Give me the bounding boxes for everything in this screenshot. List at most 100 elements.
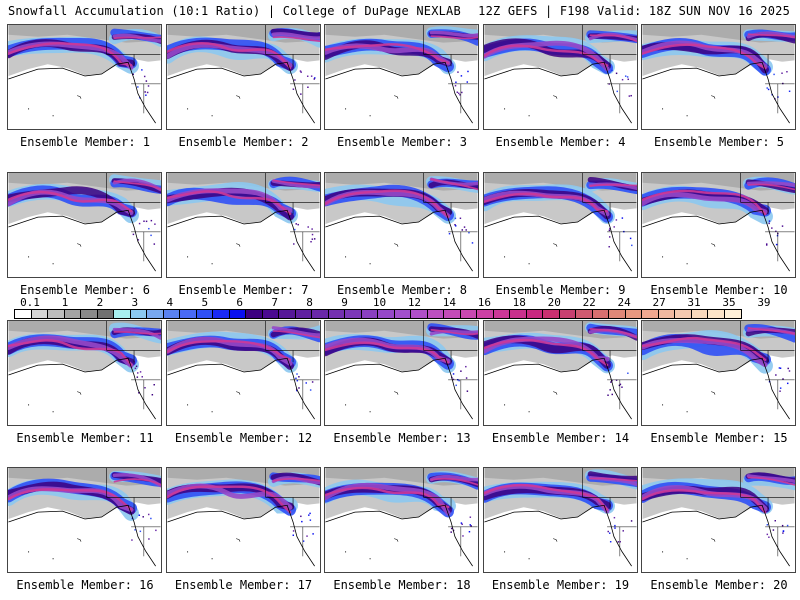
colorbar-cell — [543, 310, 560, 318]
ensemble-member-map-14 — [482, 320, 638, 426]
colorbar-cell — [345, 310, 362, 318]
colorbar-cell — [312, 310, 329, 318]
colorbar-cell — [411, 310, 428, 318]
colorbar-cell — [510, 310, 527, 318]
colorbar-tick-label: 8 — [306, 296, 313, 309]
ensemble-member-label: Ensemble Member: 8 — [336, 283, 468, 297]
ensemble-member-map-20 — [641, 467, 796, 573]
ensemble-member-label: Ensemble Member: 3 — [336, 135, 468, 149]
ensemble-member-map-11 — [7, 320, 162, 426]
colorbar-cell — [31, 310, 48, 318]
colorbar-cell — [48, 310, 65, 318]
colorbar-tick-label: 1 — [61, 296, 69, 309]
colorbar-tick-label: 20 — [547, 296, 561, 309]
colorbar-cell — [576, 310, 593, 318]
ensemble-member-label: Ensemble Member: 12 — [174, 431, 313, 445]
colorbar-cell — [526, 310, 543, 318]
ensemble-member-map-1 — [7, 24, 162, 130]
colorbar-cell — [361, 310, 378, 318]
ensemble-member-map-7 — [165, 172, 321, 278]
colorbar-tick-label: 22 — [582, 296, 596, 309]
colorbar-cell — [675, 310, 692, 318]
ensemble-member-label: Ensemble Member: 19 — [491, 578, 630, 592]
colorbar-cell — [378, 310, 395, 318]
colorbar-cell — [114, 310, 131, 318]
colorbar-cell — [15, 310, 32, 318]
colorbar-cell — [559, 310, 576, 318]
colorbar-cell — [460, 310, 477, 318]
ensemble-member-map-10 — [641, 172, 796, 278]
ensemble-member-map-2 — [165, 24, 321, 130]
colorbar-cell — [213, 310, 230, 318]
colorbar-tick-label: 6 — [236, 296, 243, 309]
ensemble-member-label: Ensemble Member: 14 — [491, 431, 630, 445]
colorbar-tick-label: 10 — [372, 296, 387, 309]
colorbar-tick-label: 3 — [131, 296, 139, 309]
ensemble-member-label: Ensemble Member: 16 — [16, 578, 154, 592]
colorbar-cell — [130, 310, 147, 318]
colorbar-tick-label: 35 — [722, 296, 736, 309]
colorbar-tick-label: 14 — [442, 296, 457, 309]
colorbar-cell — [477, 310, 494, 318]
colorbar-tick-label: 24 — [617, 296, 631, 309]
ensemble-member-label: Ensemble Member: 4 — [495, 135, 626, 149]
ensemble-member-map-13 — [324, 320, 479, 426]
colorbar-cell — [147, 310, 164, 318]
ensemble-member-label: Ensemble Member: 10 — [650, 283, 788, 297]
ensemble-member-label: Ensemble Member: 20 — [650, 578, 788, 592]
colorbar — [14, 309, 742, 319]
colorbar-tick-label: 5 — [201, 296, 209, 309]
colorbar-tick-label: 16 — [477, 296, 491, 309]
ensemble-member-label: Ensemble Member: 11 — [16, 431, 154, 445]
colorbar-cell — [229, 310, 246, 318]
ensemble-member-map-8 — [324, 172, 479, 278]
colorbar-cell — [691, 310, 708, 318]
colorbar-cell — [81, 310, 98, 318]
colorbar-tick-label: 12 — [407, 296, 422, 309]
colorbar-cell — [427, 310, 444, 318]
ensemble-member-label: Ensemble Member: 1 — [19, 135, 151, 149]
ensemble-member-label: Ensemble Member: 2 — [178, 135, 309, 149]
colorbar-cell — [444, 310, 461, 318]
ensemble-member-map-16 — [7, 467, 162, 573]
colorbar-cell — [180, 310, 197, 318]
colorbar-tick-label: 31 — [687, 296, 701, 309]
colorbar-tick-label: 18 — [512, 296, 526, 309]
colorbar-cell — [708, 310, 725, 318]
colorbar-cell — [246, 310, 263, 318]
colorbar-cell — [97, 310, 114, 318]
ensemble-member-map-6 — [7, 172, 162, 278]
colorbar-tick-label: 27 — [652, 296, 666, 309]
colorbar-cell — [64, 310, 81, 318]
ensemble-member-map-19 — [482, 467, 638, 573]
ensemble-member-map-15 — [641, 320, 796, 426]
colorbar-cell — [163, 310, 180, 318]
colorbar-cell — [625, 310, 642, 318]
ensemble-member-map-4 — [482, 24, 638, 130]
map-title: Snowfall Accumulation (10:1 Ratio) | Col… — [8, 4, 461, 18]
colorbar-cell — [262, 310, 279, 318]
colorbar-cell — [394, 310, 411, 318]
colorbar-tick-label: 7 — [271, 296, 278, 309]
colorbar-tick-label: 0.1 — [20, 296, 40, 309]
run-valid-time: 12Z GEFS | F198 Valid: 18Z SUN NOV 16 20… — [478, 4, 790, 18]
colorbar-tick-label: 9 — [341, 296, 348, 309]
ensemble-member-label: Ensemble Member: 9 — [495, 283, 626, 297]
ensemble-member-map-12 — [165, 320, 321, 426]
ensemble-member-map-3 — [324, 24, 479, 130]
ensemble-member-map-5 — [641, 24, 796, 130]
colorbar-cell — [724, 310, 741, 318]
colorbar-tick-label: 4 — [166, 296, 174, 309]
colorbar-cell — [642, 310, 659, 318]
colorbar-tick-label: 2 — [96, 296, 104, 309]
ensemble-member-label: Ensemble Member: 18 — [333, 578, 471, 592]
colorbar-cell — [295, 310, 312, 318]
colorbar-cell — [609, 310, 626, 318]
ensemble-member-map-18 — [324, 467, 479, 573]
ensemble-member-label: Ensemble Member: 7 — [178, 283, 309, 297]
colorbar-cell — [196, 310, 213, 318]
colorbar-cell — [592, 310, 609, 318]
ensemble-member-label: Ensemble Member: 17 — [174, 578, 313, 592]
colorbar-tick-label: 39 — [757, 296, 771, 309]
ensemble-member-map-9 — [482, 172, 638, 278]
